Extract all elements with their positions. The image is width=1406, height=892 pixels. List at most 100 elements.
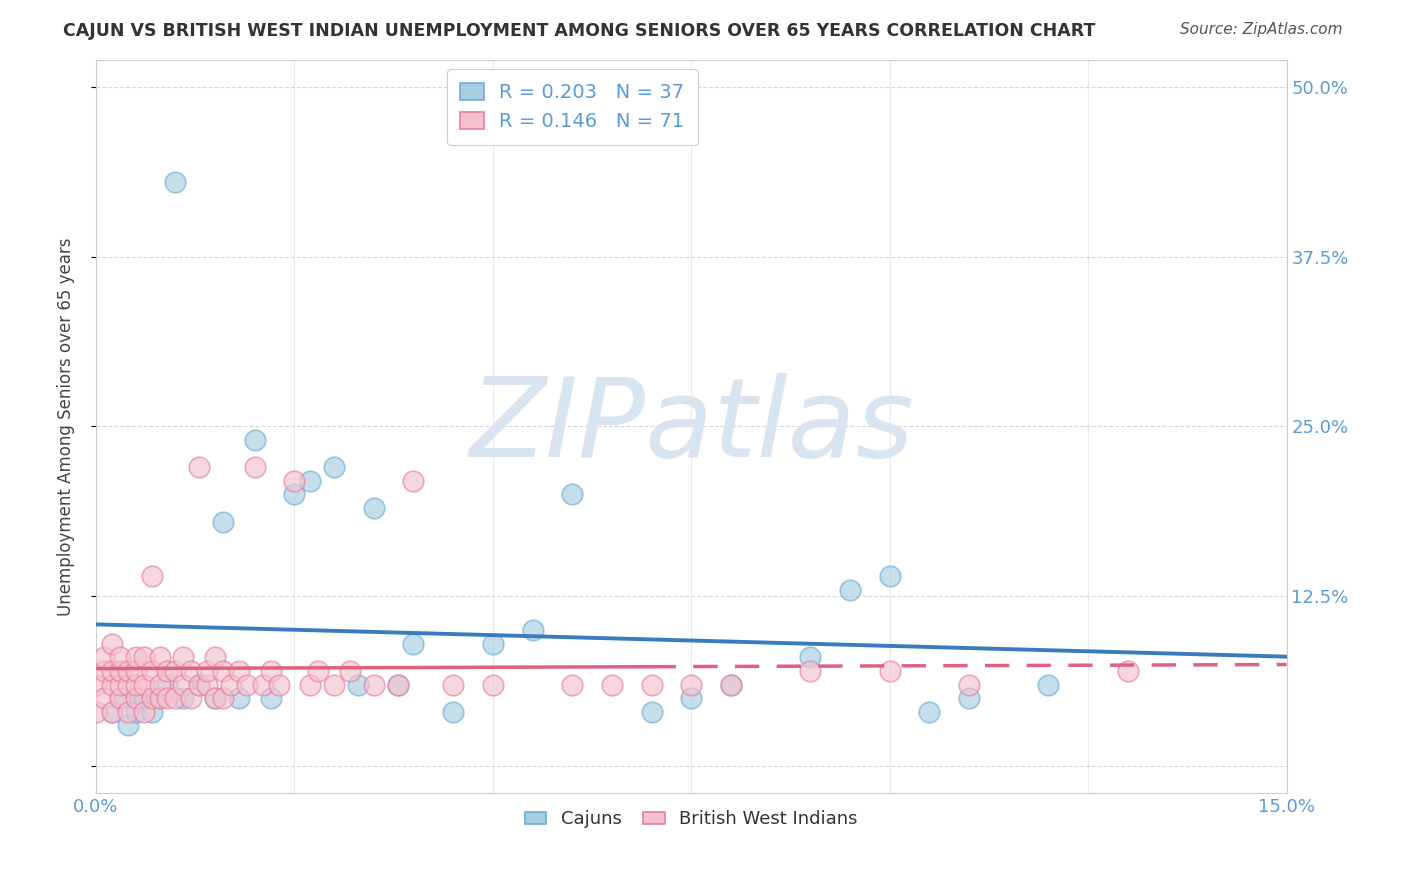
Point bbox=[259, 691, 281, 706]
Point bbox=[84, 678, 107, 692]
Legend: Cajuns, British West Indians: Cajuns, British West Indians bbox=[517, 803, 865, 836]
Point bbox=[681, 678, 703, 692]
Point bbox=[212, 515, 235, 529]
Point bbox=[720, 678, 742, 692]
Point bbox=[402, 474, 425, 488]
Point bbox=[195, 678, 218, 692]
Point bbox=[108, 691, 131, 706]
Point bbox=[93, 691, 115, 706]
Point bbox=[267, 678, 290, 692]
Point bbox=[402, 637, 425, 651]
Point bbox=[141, 691, 163, 706]
Point bbox=[132, 650, 155, 665]
Point bbox=[101, 705, 124, 719]
Point bbox=[108, 691, 131, 706]
Point bbox=[957, 691, 980, 706]
Point bbox=[101, 637, 124, 651]
Text: CAJUN VS BRITISH WEST INDIAN UNEMPLOYMENT AMONG SENIORS OVER 65 YEARS CORRELATIO: CAJUN VS BRITISH WEST INDIAN UNEMPLOYMEN… bbox=[63, 22, 1095, 40]
Point bbox=[839, 582, 862, 597]
Point bbox=[387, 678, 409, 692]
Point bbox=[212, 691, 235, 706]
Point bbox=[172, 691, 194, 706]
Point bbox=[482, 637, 505, 651]
Point bbox=[243, 433, 266, 447]
Point bbox=[441, 705, 464, 719]
Point bbox=[101, 664, 124, 678]
Point bbox=[125, 691, 148, 706]
Point bbox=[125, 664, 148, 678]
Point bbox=[243, 460, 266, 475]
Point bbox=[188, 678, 211, 692]
Point bbox=[148, 650, 170, 665]
Point bbox=[101, 705, 124, 719]
Point bbox=[125, 678, 148, 692]
Point bbox=[148, 678, 170, 692]
Point bbox=[172, 650, 194, 665]
Point bbox=[1116, 664, 1139, 678]
Point bbox=[156, 678, 179, 692]
Point bbox=[204, 691, 226, 706]
Point bbox=[561, 678, 583, 692]
Point bbox=[482, 678, 505, 692]
Point bbox=[108, 664, 131, 678]
Point bbox=[918, 705, 941, 719]
Point bbox=[323, 460, 346, 475]
Point bbox=[108, 650, 131, 665]
Point bbox=[259, 664, 281, 678]
Point bbox=[125, 691, 148, 706]
Point bbox=[681, 691, 703, 706]
Point bbox=[441, 678, 464, 692]
Point bbox=[172, 678, 194, 692]
Text: ZIPatlas: ZIPatlas bbox=[470, 373, 914, 480]
Point bbox=[252, 678, 274, 692]
Point bbox=[125, 650, 148, 665]
Point bbox=[561, 487, 583, 501]
Point bbox=[141, 664, 163, 678]
Point bbox=[299, 474, 322, 488]
Point bbox=[156, 691, 179, 706]
Point bbox=[188, 678, 211, 692]
Point bbox=[165, 664, 187, 678]
Point bbox=[347, 678, 370, 692]
Point bbox=[188, 460, 211, 475]
Point bbox=[204, 691, 226, 706]
Point bbox=[219, 678, 242, 692]
Point bbox=[141, 705, 163, 719]
Point bbox=[195, 664, 218, 678]
Point bbox=[236, 678, 259, 692]
Point bbox=[363, 501, 385, 516]
Point bbox=[957, 678, 980, 692]
Point bbox=[387, 678, 409, 692]
Point bbox=[640, 678, 662, 692]
Point bbox=[132, 705, 155, 719]
Point bbox=[1038, 678, 1060, 692]
Point bbox=[363, 678, 385, 692]
Point bbox=[879, 569, 901, 583]
Point bbox=[93, 650, 115, 665]
Point bbox=[799, 650, 821, 665]
Point bbox=[148, 691, 170, 706]
Point bbox=[117, 664, 139, 678]
Point bbox=[522, 624, 544, 638]
Point bbox=[141, 569, 163, 583]
Y-axis label: Unemployment Among Seniors over 65 years: Unemployment Among Seniors over 65 years bbox=[58, 237, 75, 615]
Point bbox=[600, 678, 623, 692]
Point bbox=[132, 678, 155, 692]
Point bbox=[108, 678, 131, 692]
Point bbox=[93, 664, 115, 678]
Point bbox=[148, 691, 170, 706]
Point bbox=[125, 705, 148, 719]
Point bbox=[720, 678, 742, 692]
Point bbox=[879, 664, 901, 678]
Point bbox=[117, 718, 139, 732]
Point bbox=[212, 664, 235, 678]
Point bbox=[165, 691, 187, 706]
Point bbox=[156, 664, 179, 678]
Point bbox=[117, 705, 139, 719]
Point bbox=[307, 664, 329, 678]
Point bbox=[84, 705, 107, 719]
Point bbox=[132, 691, 155, 706]
Point bbox=[299, 678, 322, 692]
Point bbox=[101, 678, 124, 692]
Point bbox=[165, 175, 187, 189]
